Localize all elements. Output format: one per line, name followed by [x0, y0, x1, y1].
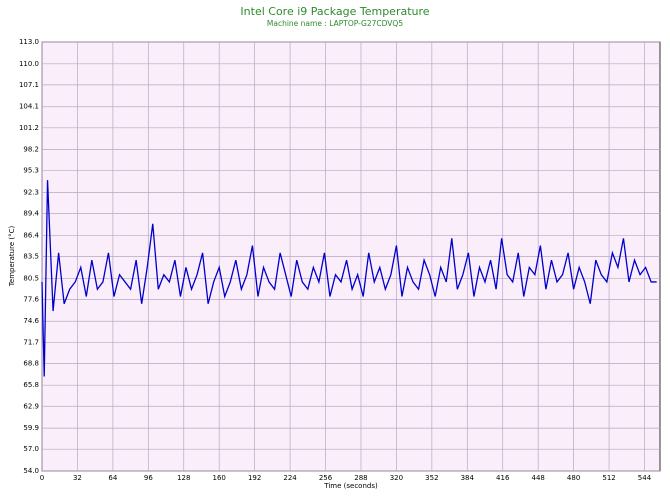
x-tick-label: 0	[40, 474, 44, 482]
y-tick-label: 54.0	[23, 467, 39, 475]
y-tick-label: 83.5	[23, 253, 39, 261]
y-tick-label: 107.1	[19, 81, 39, 89]
y-tick-label: 71.7	[23, 338, 39, 346]
y-tick-label: 95.3	[23, 167, 39, 175]
line-series	[41, 180, 657, 377]
x-tick-label: 224	[283, 474, 297, 482]
x-tick-label: 32	[73, 474, 82, 482]
y-tick-label: 65.8	[23, 381, 39, 389]
x-tick-label: 544	[638, 474, 652, 482]
x-axis-label: Time (seconds)	[323, 482, 378, 490]
x-tick-label: 128	[177, 474, 190, 482]
y-tick-label: 101.2	[19, 124, 39, 132]
y-tick-label: 113.0	[19, 38, 39, 46]
y-tick-label: 77.6	[23, 295, 39, 303]
chart-title: Intel Core i9 Package Temperature	[240, 5, 429, 18]
x-tick-label: 96	[144, 474, 153, 482]
x-tick-label: 192	[248, 474, 261, 482]
y-tick-label: 98.2	[23, 146, 39, 154]
x-tick-label: 352	[425, 474, 438, 482]
x-tick-label: 416	[496, 474, 510, 482]
x-tick-label: 288	[354, 474, 367, 482]
y-tick-label: 86.4	[23, 231, 39, 239]
y-tick-label: 59.9	[23, 424, 39, 432]
x-tick-label: 64	[108, 474, 117, 482]
y-tick-label: 92.3	[23, 189, 39, 197]
x-tick-label: 512	[602, 474, 615, 482]
y-tick-label: 74.6	[23, 317, 39, 325]
x-tick-label: 448	[531, 474, 544, 482]
y-tick-label: 68.8	[23, 359, 39, 367]
x-tick-label: 320	[390, 474, 403, 482]
x-tick-label: 160	[213, 474, 226, 482]
y-tick-label: 62.9	[23, 402, 39, 410]
chart-subtitle: Machine name : LAPTOP-G27CDVQ5	[267, 19, 403, 28]
y-tick-label: 89.4	[23, 210, 39, 218]
x-tick-label: 480	[567, 474, 580, 482]
y-tick-label: 110.0	[19, 60, 39, 68]
x-tick-label: 256	[319, 474, 333, 482]
y-axis-label: Temperature (°C)	[8, 226, 16, 288]
x-tick-label: 384	[461, 474, 475, 482]
y-tick-label: 104.1	[19, 103, 39, 111]
y-tick-label: 57.0	[23, 445, 39, 453]
y-tick-label: 80.5	[23, 274, 39, 282]
